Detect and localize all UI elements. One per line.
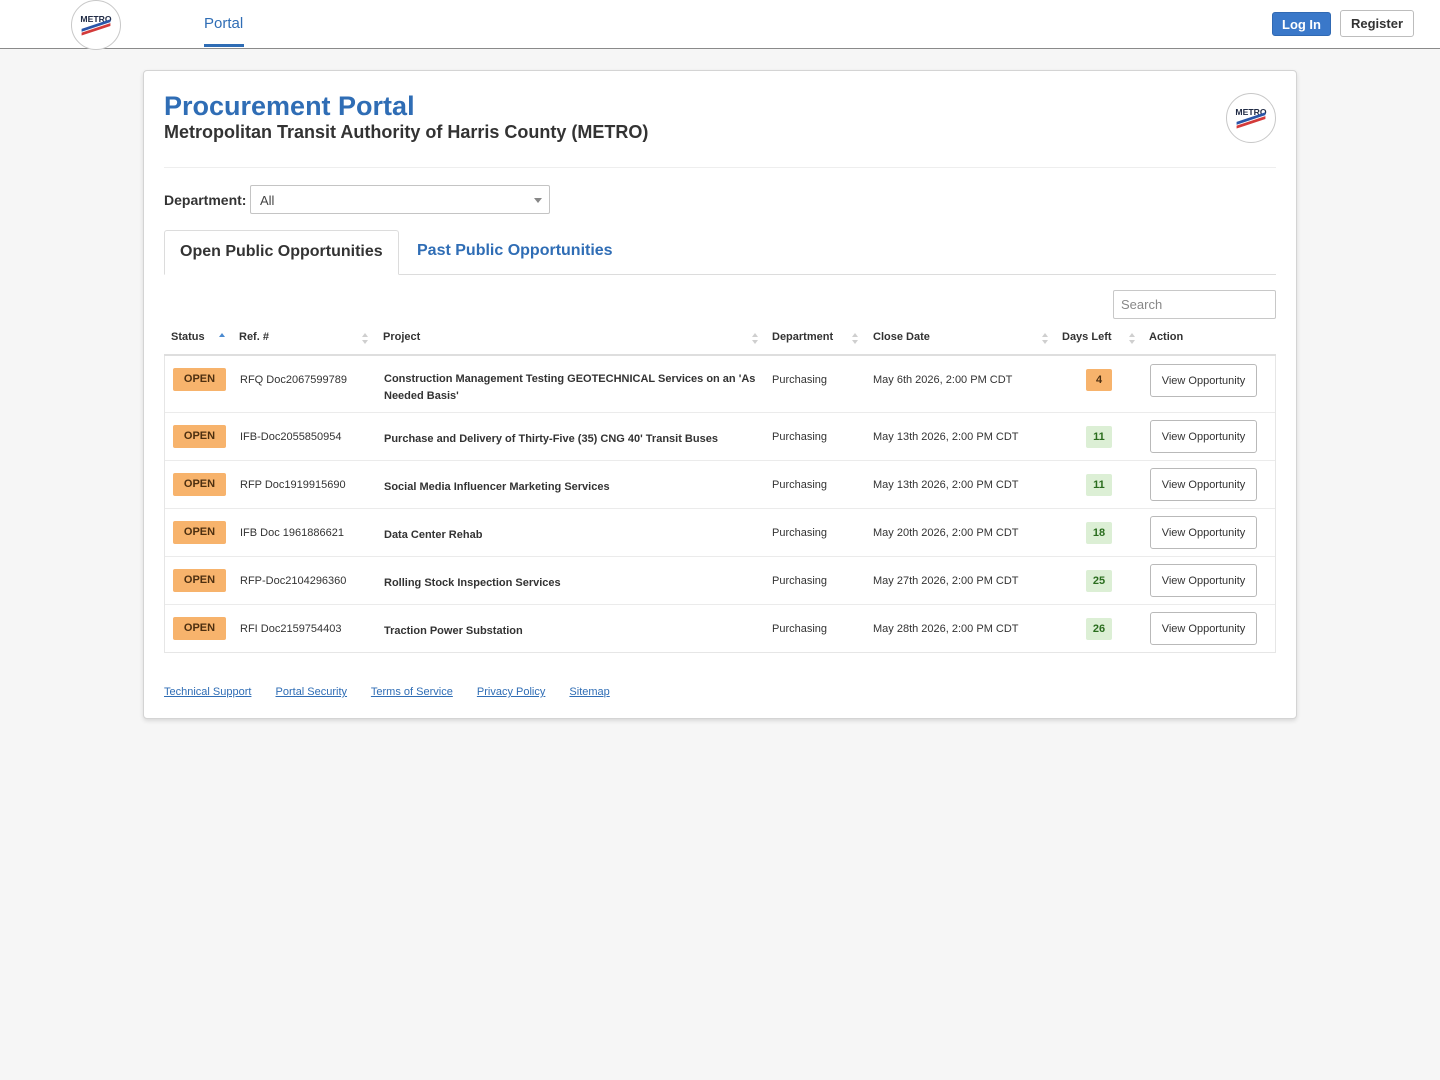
status-badge: OPEN [173, 569, 226, 592]
table-header-divider [164, 354, 1276, 356]
project-name: Purchase and Delivery of Thirty-Five (35… [384, 433, 718, 445]
footer-link-terms-of-service[interactable]: Terms of Service [370, 686, 453, 698]
sort-arrows-icon[interactable] [852, 333, 859, 345]
days-left-badge: 25 [1086, 570, 1112, 592]
close-date: May 13th 2026, 2:00 PM CDT [873, 431, 1019, 443]
footer-link-technical-support[interactable]: Technical Support [164, 686, 252, 698]
header-divider [164, 167, 1276, 168]
status-badge: OPEN [173, 473, 226, 496]
table-row: OPEN IFB Doc 1961886621 Data Center Reha… [165, 508, 1275, 556]
nav-portal-link[interactable]: Portal [204, 15, 244, 32]
column-header-department[interactable]: Department [772, 331, 834, 343]
project-name: Data Center Rehab [384, 529, 483, 541]
metro-logo-icon[interactable]: METRO [71, 0, 121, 50]
department-select-value: All [260, 193, 275, 208]
ref-number: RFI Doc2159754403 [240, 623, 342, 635]
view-opportunity-button[interactable]: View Opportunity [1150, 364, 1257, 397]
status-badge: OPEN [173, 368, 226, 391]
metro-logo-icon: METRO [1226, 93, 1276, 143]
column-header-ref[interactable]: Ref. # [239, 331, 269, 343]
opportunities-table: OPEN RFQ Doc2067599789 Construction Mana… [164, 356, 1276, 653]
ref-number: RFP-Doc2104296360 [240, 575, 347, 587]
project-name: Rolling Stock Inspection Services [384, 577, 561, 589]
footer-link-privacy-policy[interactable]: Privacy Policy [476, 686, 546, 698]
tab-past-opportunities[interactable]: Past Public Opportunities [417, 242, 613, 259]
table-row: OPEN RFI Doc2159754403 Traction Power Su… [165, 604, 1275, 652]
sort-arrows-icon[interactable] [1042, 333, 1049, 345]
register-button[interactable]: Register [1340, 10, 1414, 37]
sort-arrows-icon[interactable] [752, 333, 759, 345]
close-date: May 27th 2026, 2:00 PM CDT [873, 575, 1019, 587]
column-header-status[interactable]: Status [171, 331, 205, 343]
status-badge: OPEN [173, 617, 226, 640]
column-header-project[interactable]: Project [383, 331, 421, 343]
ref-number: RFQ Doc2067599789 [240, 374, 348, 386]
footer-links: Technical Support Portal Security Terms … [164, 686, 631, 698]
search-input[interactable] [1113, 290, 1276, 319]
column-header-action: Action [1149, 331, 1184, 343]
table-row: OPEN RFQ Doc2067599789 Construction Mana… [165, 356, 1275, 412]
days-left-badge: 18 [1086, 522, 1112, 544]
tabs-divider [164, 274, 1276, 275]
sort-arrows-icon[interactable] [1129, 333, 1136, 345]
status-badge: OPEN [173, 425, 226, 448]
nav-active-indicator [204, 44, 244, 47]
project-name: Construction Management Testing GEOTECHN… [384, 373, 756, 402]
days-left-badge: 11 [1086, 474, 1112, 496]
view-opportunity-button[interactable]: View Opportunity [1150, 564, 1257, 597]
footer-link-sitemap[interactable]: Sitemap [569, 686, 610, 698]
ref-number: IFB-Doc2055850954 [240, 431, 342, 443]
view-opportunity-button[interactable]: View Opportunity [1150, 516, 1257, 549]
sort-arrows-icon[interactable] [219, 333, 226, 345]
department-name: Purchasing [772, 527, 828, 539]
chevron-down-icon [534, 198, 542, 203]
days-left-badge: 26 [1086, 618, 1112, 640]
days-left-badge: 11 [1086, 426, 1112, 448]
main-card: Procurement Portal Metropolitan Transit … [143, 70, 1297, 719]
column-header-days-left[interactable]: Days Left [1062, 331, 1112, 343]
view-opportunity-button[interactable]: View Opportunity [1150, 468, 1257, 501]
svg-text:METRO: METRO [1235, 107, 1266, 117]
table-row: OPEN RFP Doc1919915690 Social Media Infl… [165, 460, 1275, 508]
column-header-close-date[interactable]: Close Date [873, 331, 930, 343]
close-date: May 20th 2026, 2:00 PM CDT [873, 527, 1019, 539]
department-name: Purchasing [772, 431, 828, 443]
department-label: Department: [164, 192, 247, 208]
page-subtitle: Metropolitan Transit Authority of Harris… [164, 122, 649, 142]
project-name: Social Media Influencer Marketing Servic… [384, 481, 610, 493]
footer-link-portal-security[interactable]: Portal Security [275, 686, 348, 698]
ref-number: IFB Doc 1961886621 [240, 527, 344, 539]
ref-number: RFP Doc1919915690 [240, 479, 346, 491]
department-name: Purchasing [772, 374, 828, 386]
close-date: May 13th 2026, 2:00 PM CDT [873, 479, 1019, 491]
department-name: Purchasing [772, 479, 828, 491]
close-date: May 6th 2026, 2:00 PM CDT [873, 374, 1013, 386]
status-badge: OPEN [173, 521, 226, 544]
view-opportunity-button[interactable]: View Opportunity [1150, 420, 1257, 453]
close-date: May 28th 2026, 2:00 PM CDT [873, 623, 1019, 635]
top-nav: METRO Portal Log In Register [0, 0, 1440, 50]
project-name: Traction Power Substation [384, 625, 523, 637]
tab-open-opportunities[interactable]: Open Public Opportunities [164, 230, 399, 275]
page-title: Procurement Portal [164, 91, 415, 121]
login-button[interactable]: Log In [1272, 12, 1331, 36]
days-left-badge: 4 [1086, 369, 1112, 391]
table-row: OPEN RFP-Doc2104296360 Rolling Stock Ins… [165, 556, 1275, 604]
svg-text:METRO: METRO [80, 14, 111, 24]
department-select[interactable]: All [250, 185, 550, 214]
department-name: Purchasing [772, 575, 828, 587]
view-opportunity-button[interactable]: View Opportunity [1150, 612, 1257, 645]
table-row: OPEN IFB-Doc2055850954 Purchase and Deli… [165, 412, 1275, 460]
department-name: Purchasing [772, 623, 828, 635]
sort-arrows-icon[interactable] [362, 333, 369, 345]
